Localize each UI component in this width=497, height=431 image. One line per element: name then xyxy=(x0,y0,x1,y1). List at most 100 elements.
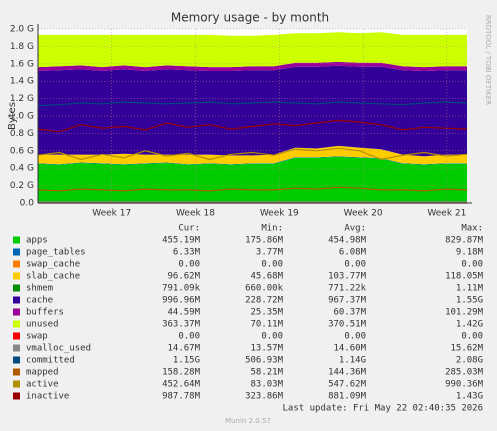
legend-swatch xyxy=(13,236,20,244)
x-tick-label: Week 20 xyxy=(344,209,383,219)
legend-label: committed xyxy=(26,356,75,366)
line xyxy=(37,186,468,192)
legend-stat: 0.00 xyxy=(344,260,366,270)
legend-stat: 2.08G xyxy=(456,356,483,366)
legend-swatch xyxy=(13,320,20,328)
legend-stat: 987.78M xyxy=(162,392,201,402)
legend-stat: 103.77M xyxy=(328,272,367,282)
legend-stat: 1.55G xyxy=(456,296,483,306)
chart-title: Memory usage - by month xyxy=(171,11,329,25)
legend-stat: 0.00 xyxy=(178,260,200,270)
legend-swatch xyxy=(13,344,20,352)
legend-swatch xyxy=(13,284,20,292)
line xyxy=(37,101,468,107)
legend-stat: 967.37M xyxy=(328,296,367,306)
legend-stat: 370.51M xyxy=(328,320,367,330)
legend-stat: 829.87M xyxy=(445,236,484,246)
legend-header: Cur: xyxy=(178,224,200,234)
legend-swatch xyxy=(13,296,20,304)
legend-stat: 14.67M xyxy=(167,344,200,354)
legend-swatch xyxy=(13,260,20,268)
legend-stat: 1.11M xyxy=(456,284,484,294)
legend-stat: 1.42G xyxy=(456,320,483,330)
legend-stat: 144.36M xyxy=(328,368,367,378)
x-tick-label: Week 18 xyxy=(176,209,215,219)
legend-stat: 0.00 xyxy=(178,332,200,342)
area xyxy=(38,32,467,68)
legend-stat: 6.33M xyxy=(173,248,201,258)
legend-stat: 0.00 xyxy=(461,260,483,270)
legend-stat: 0.00 xyxy=(261,260,283,270)
legend-stat: 58.21M xyxy=(250,368,283,378)
line xyxy=(37,119,468,133)
legend-label: slab_cache xyxy=(26,272,80,282)
legend-swatch xyxy=(13,356,20,364)
legend-stat: 285.03M xyxy=(445,368,484,378)
legend-stat: 455.19M xyxy=(162,236,201,246)
legend-label: vmalloc_used xyxy=(26,344,91,354)
legend-stat: 158.28M xyxy=(162,368,201,378)
legend-stat: 6.08M xyxy=(339,248,367,258)
legend-stat: 547.62M xyxy=(328,380,367,390)
legend-swatch xyxy=(13,248,20,256)
legend-label: inactive xyxy=(26,392,69,402)
legend-stat: 175.86M xyxy=(245,236,284,246)
legend-stat: 0.00 xyxy=(461,332,483,342)
last-update: Last update: Fri May 22 02:40:35 2026 xyxy=(283,404,483,414)
legend-label: swap xyxy=(26,332,48,342)
legend-stat: 791.09k xyxy=(162,284,201,294)
legend-label: active xyxy=(26,380,59,390)
y-tick-label: 0.6 G xyxy=(10,146,34,156)
y-tick-label: 0.0 xyxy=(20,199,35,209)
legend-stat: 118.05M xyxy=(445,272,484,282)
legend-stat: 1.15G xyxy=(173,356,200,366)
area xyxy=(38,156,467,203)
legend-stat: 44.59M xyxy=(167,308,200,318)
x-tick-label: Week 17 xyxy=(92,209,131,219)
legend-stat: 15.62M xyxy=(450,344,483,354)
legend-stat: 0.00 xyxy=(344,332,366,342)
area xyxy=(38,65,467,157)
legend-stat: 96.62M xyxy=(167,272,200,282)
legend-stat: 881.09M xyxy=(328,392,367,402)
legend-label: unused xyxy=(26,320,59,330)
legend-label: page_tables xyxy=(26,248,86,258)
legend-stat: 996.96M xyxy=(162,296,201,306)
legend-stat: 771.22k xyxy=(328,284,367,294)
legend-stat: 0.00 xyxy=(261,332,283,342)
y-tick-label: 1.6 G xyxy=(10,59,34,69)
legend-swatch xyxy=(13,368,20,376)
y-tick-label: 1.2 G xyxy=(10,94,34,104)
legend-swatch xyxy=(13,392,20,400)
legend-label: mapped xyxy=(26,368,59,378)
legend-stat: 13.57M xyxy=(250,344,283,354)
y-axis-label: Bytes xyxy=(7,102,18,130)
legend-label: swap_cache xyxy=(26,260,80,270)
legend-stat: 660.00k xyxy=(245,284,284,294)
legend-stat: 228.72M xyxy=(245,296,284,306)
legend-stat: 506.93M xyxy=(245,356,284,366)
legend-swatch xyxy=(13,380,20,388)
legend-stat: 3.77M xyxy=(256,248,284,258)
legend-stat: 363.37M xyxy=(162,320,201,330)
y-tick-label: 1.0 G xyxy=(10,112,34,122)
legend-stat: 25.35M xyxy=(250,308,283,318)
line xyxy=(37,147,468,161)
legend-header: Min: xyxy=(261,224,283,234)
y-tick-label: 0.2 G xyxy=(10,181,34,191)
area xyxy=(38,61,467,71)
legend-stat: 9.18M xyxy=(456,248,484,258)
legend-stat: 70.11M xyxy=(250,320,283,330)
legend-header: Max: xyxy=(461,224,483,234)
legend-stat: 101.29M xyxy=(445,308,484,318)
legend-label: shmem xyxy=(26,284,53,294)
legend-label: apps xyxy=(26,236,48,246)
y-tick-label: 1.8 G xyxy=(10,42,34,52)
y-tick-label: 2.0 G xyxy=(10,25,34,35)
y-tick-label: 1.4 G xyxy=(10,77,34,87)
legend-stat: 60.37M xyxy=(333,308,366,318)
legend-stat: 990.36M xyxy=(445,380,484,390)
legend-stat: 1.43G xyxy=(456,392,483,402)
legend-swatch xyxy=(13,272,20,280)
